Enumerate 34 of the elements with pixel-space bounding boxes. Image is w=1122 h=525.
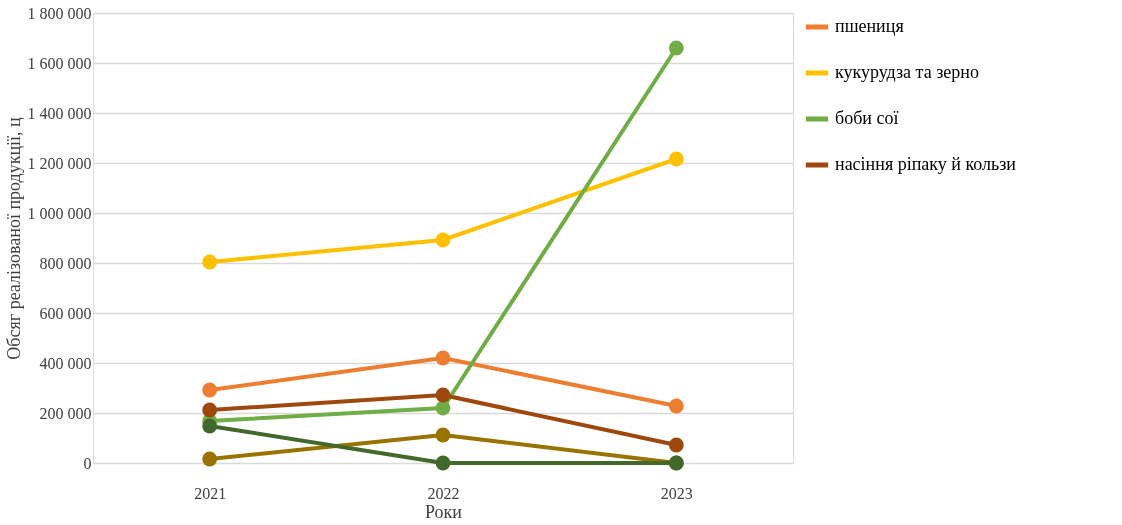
x-tick-label: 2021	[194, 484, 227, 502]
y-tick-label: 600 000	[39, 304, 92, 322]
x-tick-label: 2022	[427, 484, 460, 502]
y-axis-title: Обсяг реалізованої продукції, ц	[3, 116, 24, 360]
point	[202, 451, 218, 467]
point	[435, 350, 451, 366]
y-tick-label: 0	[83, 454, 92, 472]
point	[668, 437, 684, 453]
point	[435, 387, 451, 403]
y-tick-label: 1 800 000	[27, 4, 92, 22]
point	[435, 427, 451, 443]
y-tick-label: 1 000 000	[27, 204, 92, 222]
y-tick-label: 1 600 000	[27, 54, 92, 72]
x-axis-title: Роки	[425, 501, 463, 522]
y-tick-label: 1 200 000	[27, 154, 92, 172]
x-tick-label: 2023	[660, 484, 693, 502]
y-tick-label: 800 000	[39, 254, 92, 272]
legend-label: кукурудза та зерно	[835, 62, 979, 82]
legend-label: боби сої	[835, 108, 899, 128]
point	[668, 40, 684, 56]
legend-label: пшениця	[835, 16, 904, 36]
legend-label: насіння ріпаку й кользи	[835, 154, 1017, 174]
point	[435, 400, 451, 416]
point	[202, 254, 218, 270]
point	[202, 418, 218, 434]
point	[202, 382, 218, 398]
point	[435, 232, 451, 248]
point	[202, 402, 218, 418]
y-tick-label: 200 000	[39, 404, 92, 422]
y-tick-label: 400 000	[39, 354, 92, 372]
y-tick-label: 1 400 000	[27, 104, 92, 122]
point	[668, 398, 684, 414]
point	[668, 151, 684, 167]
point	[435, 455, 451, 471]
